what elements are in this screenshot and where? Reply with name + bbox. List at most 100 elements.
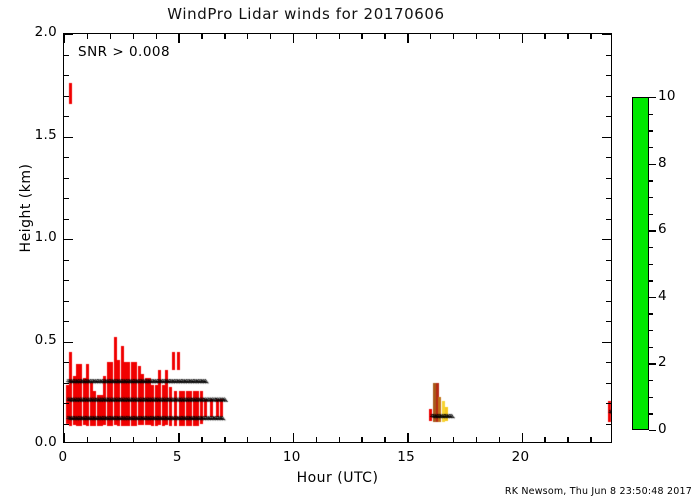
x-minor-tick-top: [315, 34, 318, 39]
x-minor-tick-top: [475, 34, 478, 39]
y-minor-tick-right: [606, 280, 611, 282]
x-minor-tick: [361, 437, 363, 442]
colorbar-minor-tick: [649, 413, 653, 415]
y-minor-tick-right: [606, 403, 611, 405]
y-major-tick: [64, 34, 73, 36]
y-tick-label: 0.0: [34, 434, 57, 450]
y-minor-tick: [64, 116, 69, 118]
x-minor-tick: [224, 437, 226, 442]
x-minor-tick: [384, 437, 386, 442]
y-major-tick: [64, 341, 73, 343]
y-minor-tick-right: [606, 157, 611, 159]
y-major-tick-right: [602, 239, 611, 241]
colorbar-tick-label: 6: [658, 221, 667, 238]
y-tick-label: 0.5: [34, 331, 57, 348]
y-axis-title: Height (km): [18, 163, 34, 253]
x-minor-tick: [132, 437, 135, 442]
x-minor-tick: [567, 437, 569, 442]
y-minor-tick: [64, 218, 69, 220]
x-minor-tick-top: [155, 34, 157, 39]
credit-text: RK Newsom, Thu Jun 8 23:50:48 2017: [504, 486, 692, 497]
x-minor-tick-top: [430, 34, 432, 39]
y-minor-tick-right: [606, 54, 611, 56]
x-minor-tick-top: [109, 34, 112, 39]
x-tick-label: 10: [282, 449, 301, 465]
x-major-tick-top: [521, 34, 523, 43]
y-minor-tick-right: [606, 300, 611, 302]
colorbar-tick-label: 4: [658, 287, 667, 304]
x-major-tick-top: [292, 34, 295, 43]
y-minor-tick: [64, 198, 69, 200]
y-minor-tick: [64, 95, 69, 97]
x-tick-label: 0: [58, 449, 68, 465]
x-minor-tick-top: [361, 34, 363, 39]
x-minor-tick: [269, 437, 272, 442]
x-minor-tick-top: [384, 34, 386, 39]
y-minor-tick: [64, 382, 69, 384]
x-minor-tick: [315, 437, 318, 442]
colorbar-minor-tick: [649, 263, 653, 265]
x-minor-tick: [86, 437, 89, 442]
colorbar-tick-label: 0: [658, 421, 667, 437]
colorbar-minor-tick: [649, 313, 653, 315]
y-minor-tick-right: [606, 362, 611, 364]
y-minor-tick-right: [606, 218, 611, 220]
x-minor-tick: [498, 437, 501, 442]
x-major-tick-top: [407, 34, 409, 43]
wind-heatmap-canvas: [64, 34, 611, 442]
y-minor-tick-right: [606, 259, 611, 261]
colorbar-minor-tick: [649, 330, 653, 332]
x-minor-tick-top: [452, 34, 455, 39]
y-minor-tick-right: [606, 321, 611, 323]
colorbar-tick-label: 2: [658, 354, 667, 371]
x-minor-tick-top: [498, 34, 501, 39]
y-minor-tick: [64, 423, 69, 425]
y-minor-tick: [64, 300, 69, 302]
y-tick-label: 1.0: [34, 229, 57, 245]
snr-threshold-annotation: SNR > 0.008: [78, 44, 171, 60]
x-minor-tick-top: [338, 34, 340, 39]
colorbar-major-tick: [649, 230, 656, 232]
x-tick-label: 5: [172, 449, 182, 465]
colorbar-minor-tick: [649, 396, 653, 399]
y-minor-tick: [64, 75, 69, 77]
x-major-tick: [521, 433, 523, 442]
y-major-tick-right: [602, 34, 611, 36]
plot-area: [63, 33, 612, 443]
x-minor-tick: [430, 437, 432, 442]
colorbar-minor-tick: [649, 196, 653, 199]
y-minor-tick: [64, 259, 69, 261]
colorbar-minor-tick: [649, 213, 653, 215]
x-minor-tick: [155, 437, 157, 442]
y-minor-tick-right: [606, 198, 611, 200]
x-minor-tick-top: [567, 34, 569, 39]
x-minor-tick-top: [86, 34, 89, 39]
y-major-tick-right: [602, 136, 611, 138]
x-minor-tick-top: [590, 34, 592, 39]
colorbar-minor-tick: [649, 380, 653, 382]
y-major-tick: [64, 239, 73, 241]
y-minor-tick: [64, 362, 69, 364]
x-minor-tick-top: [201, 34, 203, 39]
y-minor-tick-right: [606, 382, 611, 384]
y-minor-tick: [64, 403, 69, 405]
colorbar-gradient: [633, 98, 648, 429]
x-tick-label: 20: [511, 449, 530, 465]
y-minor-tick: [64, 177, 69, 179]
colorbar: [632, 97, 649, 430]
x-axis-title: Hour (UTC): [296, 470, 379, 486]
colorbar-minor-tick: [649, 280, 653, 282]
colorbar-major-tick: [649, 97, 656, 99]
y-minor-tick-right: [606, 75, 611, 77]
colorbar-major-tick: [649, 430, 656, 432]
x-minor-tick: [201, 437, 203, 442]
colorbar-major-tick: [649, 363, 656, 365]
y-minor-tick-right: [606, 177, 611, 179]
x-minor-tick-top: [269, 34, 272, 39]
y-minor-tick-right: [606, 423, 611, 425]
y-tick-label: 1.5: [34, 126, 57, 143]
y-minor-tick: [64, 54, 69, 56]
x-minor-tick: [247, 437, 249, 442]
y-minor-tick: [64, 321, 69, 323]
colorbar-minor-tick: [649, 180, 653, 182]
